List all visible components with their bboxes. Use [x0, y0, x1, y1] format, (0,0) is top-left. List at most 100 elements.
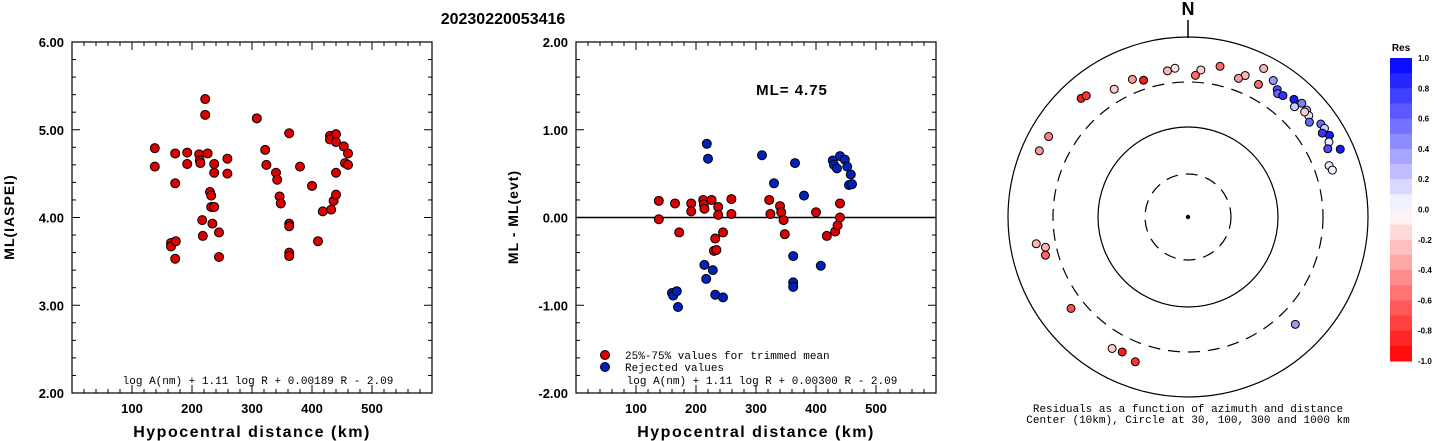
- x-tick-label: 500: [361, 401, 383, 416]
- azimuth-point: [1034, 146, 1044, 156]
- azimuth-point: [1066, 303, 1076, 313]
- colorbar-tick-label: -0.6: [1418, 296, 1432, 305]
- azimuth-point: [1117, 347, 1127, 357]
- data-point: [778, 215, 789, 226]
- ml-annotation: ML= 4.75: [756, 82, 828, 99]
- data-point: [170, 253, 181, 264]
- colorbar-tick-label: -0.2: [1418, 236, 1432, 245]
- azimuth-point: [1109, 84, 1119, 94]
- data-point: [182, 158, 193, 169]
- data-point: [726, 208, 737, 219]
- colorbar-cell: [1390, 88, 1412, 104]
- colorbar-cell: [1390, 270, 1412, 286]
- azimuth-point: [1162, 66, 1172, 76]
- data-point: [653, 195, 664, 206]
- data-point: [170, 236, 181, 247]
- data-point: [260, 144, 271, 155]
- azimuth-point: [1040, 242, 1050, 252]
- data-point: [701, 138, 712, 149]
- data-point: [788, 251, 799, 262]
- y-tick-label: -2.00: [538, 386, 568, 401]
- colorbar-cell: [1390, 118, 1412, 135]
- colorbar-cell: [1390, 164, 1412, 180]
- data-point: [295, 161, 305, 172]
- azimuth-point: [1317, 128, 1327, 138]
- data-point: [779, 229, 790, 240]
- data-point: [284, 128, 295, 139]
- data-point: [195, 158, 206, 169]
- azimuth-point: [1327, 165, 1337, 175]
- colorbar-cell: [1390, 300, 1412, 317]
- data-point: [707, 265, 718, 276]
- north-label: N: [1182, 0, 1195, 19]
- x-axis-label-left: Hypocentral distance (km): [133, 424, 371, 441]
- panel-azimuth: N Residuals as a function of azimuth and…: [1007, 0, 1369, 427]
- azimuth-point: [1130, 357, 1140, 367]
- data-point: [764, 194, 775, 205]
- y-axis-label-middle: ML - ML(evt): [505, 170, 521, 264]
- data-point: [845, 169, 856, 180]
- colorbar-cell: [1390, 58, 1412, 74]
- axis-ticks-left: 100 200 300 400 500 2.00 3.00 4.00 5.00 6.00: [39, 35, 432, 416]
- data-point: [710, 233, 721, 244]
- data-point: [671, 286, 682, 297]
- data-point: [209, 201, 220, 212]
- data-point: [331, 189, 341, 200]
- azimuth-point: [1289, 94, 1299, 104]
- ring-300km: [1052, 81, 1324, 353]
- colorbar-tick-label: 0.2: [1418, 175, 1430, 184]
- plot-frame-left: [71, 41, 433, 394]
- azimuth-point: [1233, 73, 1243, 83]
- formula-left: log A(nm) + 1.11 log R + 0.00189 R - 2.0…: [123, 376, 394, 388]
- ring-1000km: [1007, 36, 1369, 398]
- data-point: [699, 203, 710, 214]
- azimuth-point: [1297, 98, 1307, 108]
- data-points-azimuth: [1031, 61, 1345, 367]
- data-point: [214, 227, 224, 238]
- data-point: [699, 259, 710, 270]
- data-point: [284, 251, 295, 262]
- data-point: [284, 221, 295, 232]
- azimuth-point: [1031, 239, 1041, 249]
- azimuth-point: [1190, 70, 1200, 80]
- colorbar-cell: [1390, 209, 1412, 226]
- legend-marker-trimmed: [600, 350, 610, 360]
- data-point: [670, 198, 680, 209]
- azimuth-point: [1278, 91, 1288, 101]
- colorbar-tick-label: 1.0: [1418, 54, 1430, 63]
- azimuth-point: [1170, 63, 1180, 73]
- data-point: [326, 204, 337, 215]
- formula-middle: log A(nm) + 1.11 log R + 0.00300 R - 2.0…: [627, 376, 898, 388]
- y-tick-label: 2.00: [39, 386, 64, 401]
- data-point: [251, 113, 262, 124]
- y-axis-label-left: ML(IASPEI): [1, 174, 17, 259]
- colorbar-cell: [1390, 224, 1412, 241]
- data-point: [835, 212, 845, 223]
- y-tick-label: 4.00: [39, 211, 64, 226]
- data-point: [718, 227, 728, 238]
- figure-title: 20230220053416: [441, 11, 566, 28]
- colorbar-cell: [1390, 254, 1412, 271]
- data-points-left: [149, 94, 353, 264]
- azimuth-point: [1323, 144, 1333, 154]
- data-point: [209, 167, 220, 178]
- data-point: [673, 302, 683, 313]
- colorbar-cell: [1390, 148, 1412, 165]
- colorbar-cell: [1390, 330, 1412, 347]
- data-point: [790, 158, 800, 169]
- caption-line-2: Center (10km), Circle at 30, 100, 300 an…: [1026, 415, 1350, 427]
- data-point: [711, 244, 722, 255]
- azimuth-point: [1044, 132, 1054, 142]
- y-tick-label: 3.00: [39, 298, 64, 313]
- data-points-middle: [653, 138, 857, 313]
- data-point: [821, 230, 832, 241]
- colorbar-tick-label: -1.0: [1418, 357, 1432, 366]
- data-point: [197, 230, 208, 241]
- data-point: [170, 178, 181, 189]
- data-point: [149, 161, 160, 172]
- data-point: [788, 281, 799, 292]
- colorbar-tick-label: 0.6: [1418, 115, 1430, 124]
- x-tick-label: 400: [301, 401, 323, 416]
- data-point: [718, 292, 728, 303]
- azimuth-point: [1127, 74, 1137, 84]
